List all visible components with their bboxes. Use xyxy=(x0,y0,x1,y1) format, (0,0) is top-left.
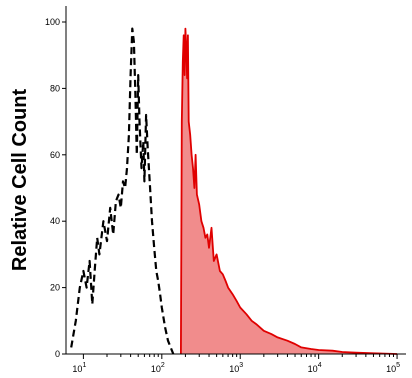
series-1-line xyxy=(180,27,398,355)
y-tick-label: 0 xyxy=(55,349,60,359)
y-tick-label: 20 xyxy=(50,283,60,293)
series-0-line xyxy=(70,27,175,355)
y-tick-label: 100 xyxy=(45,17,60,27)
y-axis-label: Relative Cell Count xyxy=(9,89,31,272)
x-tick-label: 105 xyxy=(386,362,400,374)
series-1-area xyxy=(180,28,398,354)
x-tick-label: 103 xyxy=(229,362,243,374)
plot-area xyxy=(70,27,398,355)
x-tick-label: 102 xyxy=(151,362,165,374)
y-tick-label: 80 xyxy=(50,83,60,93)
axis-ticks: 0 20 40 60 80 100 101 102 103 104 105 xyxy=(45,17,400,374)
y-tick-label: 40 xyxy=(50,216,60,226)
y-tick-label: 60 xyxy=(50,150,60,160)
x-tick-label: 104 xyxy=(308,362,322,374)
x-tick-label: 101 xyxy=(72,362,86,374)
